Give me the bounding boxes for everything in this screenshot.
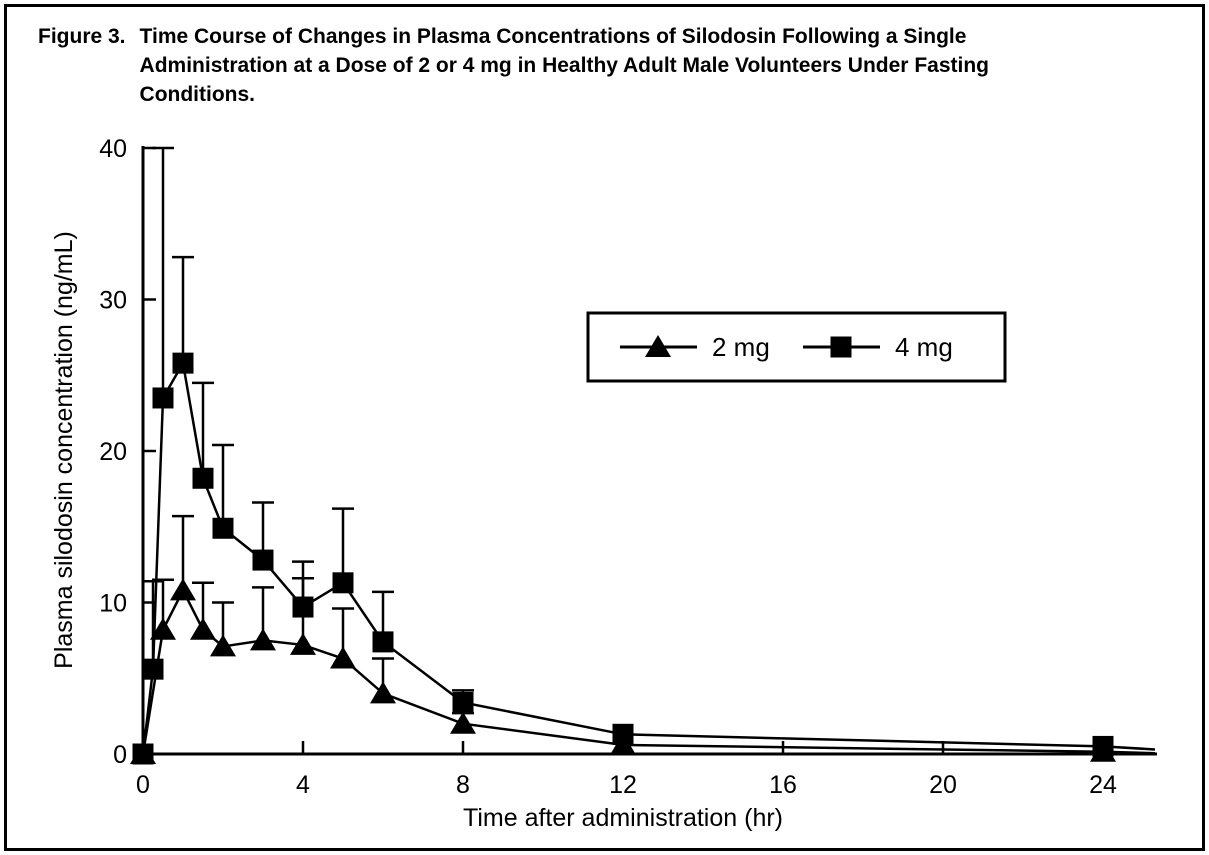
2mg-marker — [330, 646, 356, 669]
2mg-marker — [170, 578, 196, 601]
figure-title-text: Time Course of Changes in Plasma Concent… — [140, 22, 989, 109]
x-tick-label: 0 — [136, 771, 150, 799]
2mg-marker — [250, 628, 276, 651]
4mg-marker — [212, 517, 234, 539]
figure-number: Figure 3. — [38, 25, 126, 48]
x-axis-title: Time after administration (hr) — [463, 804, 783, 832]
legend-label: 4 mg — [895, 332, 953, 362]
4mg-marker — [152, 387, 174, 409]
4mg-marker — [612, 723, 634, 745]
x-tick-label: 8 — [456, 771, 470, 799]
2mg-marker — [150, 617, 176, 640]
x-tick-label: 12 — [609, 771, 637, 799]
4mg-marker — [372, 631, 394, 653]
series-line-4mg — [141, 359, 1156, 755]
legend-square-marker — [830, 336, 852, 358]
4mg-marker — [132, 743, 154, 765]
x-tick-label: 20 — [929, 771, 957, 799]
4mg-marker — [452, 691, 474, 713]
4mg-marker — [172, 352, 194, 374]
y-tick-label: 40 — [99, 135, 127, 163]
x-tick-label: 16 — [769, 771, 797, 799]
figure-title-line: Conditions. — [139, 83, 256, 106]
2mg-marker — [370, 681, 396, 704]
x-tick-label: 24 — [1089, 771, 1117, 799]
2mg-marker — [190, 617, 216, 640]
y-tick-label: 10 — [99, 590, 127, 618]
2mg-marker — [450, 711, 476, 734]
4mg-marker — [332, 572, 354, 594]
figure-title: Figure 3. Time Course of Changes in Plas… — [38, 22, 989, 109]
2mg-marker — [210, 634, 236, 657]
figure-title-line: Administration at a Dose of 2 or 4 mg in… — [139, 54, 989, 77]
4mg-marker — [252, 549, 274, 571]
4mg-marker — [192, 467, 214, 489]
legend-label: 2 mg — [712, 332, 770, 362]
y-tick-label: 20 — [99, 438, 127, 466]
legend-box — [586, 311, 1007, 383]
figure-title-line: Time Course of Changes in Plasma Concent… — [139, 25, 967, 48]
4mg-marker — [1092, 735, 1114, 757]
legend-triangle-marker — [645, 335, 671, 357]
2mg-marker — [290, 632, 316, 655]
x-tick-label: 4 — [296, 771, 310, 799]
y-tick-label: 30 — [99, 287, 127, 315]
y-tick-label: 0 — [113, 741, 127, 769]
4mg-marker — [142, 658, 164, 680]
y-axis-title: Plasma silodosin concentration (ng/mL) — [50, 231, 78, 669]
4mg-marker — [292, 596, 314, 618]
